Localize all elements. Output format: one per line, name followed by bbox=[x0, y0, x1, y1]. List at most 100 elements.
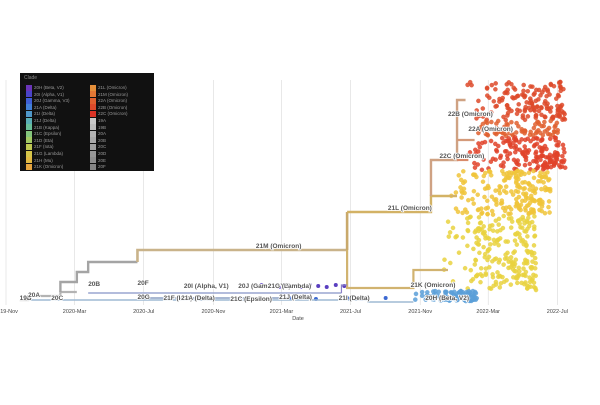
tip-point bbox=[505, 156, 510, 162]
legend-swatch bbox=[26, 157, 32, 164]
tip-point bbox=[489, 119, 494, 125]
x-axis-title: Date bbox=[292, 316, 304, 322]
tip-point bbox=[478, 220, 484, 225]
legend-item: 20E bbox=[90, 157, 106, 164]
tip-point bbox=[490, 156, 496, 162]
tip-point bbox=[513, 170, 518, 175]
tip-point bbox=[548, 118, 553, 124]
tip-point bbox=[277, 285, 282, 289]
tip-point bbox=[481, 157, 486, 162]
tip-point bbox=[484, 86, 490, 91]
legend-item: 20B bbox=[90, 137, 106, 144]
tip-point bbox=[494, 202, 499, 207]
tip-point bbox=[521, 266, 526, 271]
tip-point bbox=[475, 242, 481, 247]
tip-point bbox=[492, 130, 498, 136]
clade-label: 21K (Omicron) bbox=[411, 282, 456, 289]
tip-point bbox=[556, 140, 561, 145]
tip-point bbox=[532, 91, 537, 96]
clade-label: 19B bbox=[20, 295, 32, 302]
tip-point bbox=[496, 222, 501, 227]
tip-point bbox=[472, 289, 478, 295]
legend-item: 21K (Omicron) bbox=[26, 163, 63, 170]
tip-point bbox=[486, 236, 492, 241]
tip-point bbox=[534, 159, 540, 165]
legend-swatch bbox=[90, 124, 96, 131]
x-tick-label: 2020-Mar bbox=[63, 309, 87, 315]
tip-point bbox=[495, 270, 500, 275]
tip-point bbox=[524, 219, 530, 225]
tip-point bbox=[554, 157, 560, 162]
tip-point bbox=[512, 87, 518, 92]
tip-point bbox=[471, 188, 477, 194]
tip-point bbox=[333, 283, 338, 287]
tip-point bbox=[526, 215, 531, 221]
tip-point bbox=[555, 92, 561, 98]
legend-swatch bbox=[90, 84, 96, 91]
tip-point bbox=[493, 188, 498, 193]
tip-point bbox=[542, 119, 547, 125]
tip-point bbox=[492, 241, 497, 246]
tree-branch-21j bbox=[28, 299, 414, 303]
tip-point bbox=[484, 120, 490, 126]
legend-item: 19A bbox=[90, 117, 106, 124]
clade-label: 20I (Alpha, V1) bbox=[184, 283, 229, 290]
tip-point bbox=[479, 167, 485, 173]
x-tick-label: 2020-Jul bbox=[133, 309, 154, 315]
clade-label: 21C (Epsilon) bbox=[230, 296, 272, 303]
x-tick-label: 2021-Jul bbox=[340, 309, 361, 315]
tip-point bbox=[476, 130, 481, 136]
tip-point bbox=[532, 214, 537, 219]
legend-label: 21D (Eta) bbox=[34, 137, 54, 143]
legend-item: 21D (Eta) bbox=[26, 137, 53, 144]
tip-point bbox=[538, 157, 543, 163]
tip-point bbox=[494, 121, 499, 126]
legend-swatch bbox=[26, 143, 32, 150]
tip-point bbox=[514, 242, 520, 247]
tip-point bbox=[472, 229, 478, 235]
tip-point bbox=[487, 265, 492, 270]
tip-point bbox=[524, 248, 530, 254]
tip-point bbox=[507, 130, 512, 136]
tip-point bbox=[530, 276, 535, 282]
tip-point bbox=[455, 209, 461, 215]
tip-point bbox=[316, 284, 321, 288]
tip-point bbox=[423, 297, 428, 302]
tip-point bbox=[472, 262, 478, 267]
tip-point bbox=[536, 108, 542, 114]
tip-point bbox=[514, 274, 520, 279]
tip-point bbox=[462, 265, 468, 271]
tip-point bbox=[448, 260, 453, 266]
tip-point bbox=[475, 192, 480, 197]
tip-point bbox=[508, 211, 513, 216]
tip-point bbox=[534, 129, 540, 134]
clade-label: 20G bbox=[138, 294, 150, 301]
tip-point bbox=[477, 144, 483, 150]
clade-label: 21F (Iota) bbox=[164, 295, 193, 302]
tip-point bbox=[476, 215, 482, 220]
tip-point bbox=[466, 291, 472, 296]
clade-label: 20C bbox=[51, 295, 63, 302]
tip-point bbox=[542, 160, 548, 165]
tip-point bbox=[467, 150, 473, 155]
tip-point bbox=[485, 93, 490, 98]
tip-point bbox=[539, 208, 545, 214]
tip-point bbox=[523, 194, 529, 200]
legend-item: 19B bbox=[90, 124, 106, 131]
tip-point bbox=[536, 87, 542, 93]
tip-point bbox=[507, 204, 512, 210]
x-tick-label: 2021-Nov bbox=[408, 309, 432, 315]
tip-point bbox=[431, 297, 437, 302]
tip-point bbox=[463, 207, 468, 212]
tip-point bbox=[533, 260, 538, 266]
clade-label: 21J (Delta) bbox=[279, 294, 312, 301]
tip-point bbox=[500, 205, 506, 211]
tip-point bbox=[528, 84, 533, 89]
tip-point bbox=[509, 119, 514, 125]
tip-point bbox=[560, 142, 566, 148]
tip-point bbox=[470, 276, 476, 282]
tip-point bbox=[493, 87, 498, 92]
tip-point bbox=[540, 201, 545, 206]
tip-point bbox=[477, 250, 482, 256]
tip-point bbox=[468, 267, 474, 273]
